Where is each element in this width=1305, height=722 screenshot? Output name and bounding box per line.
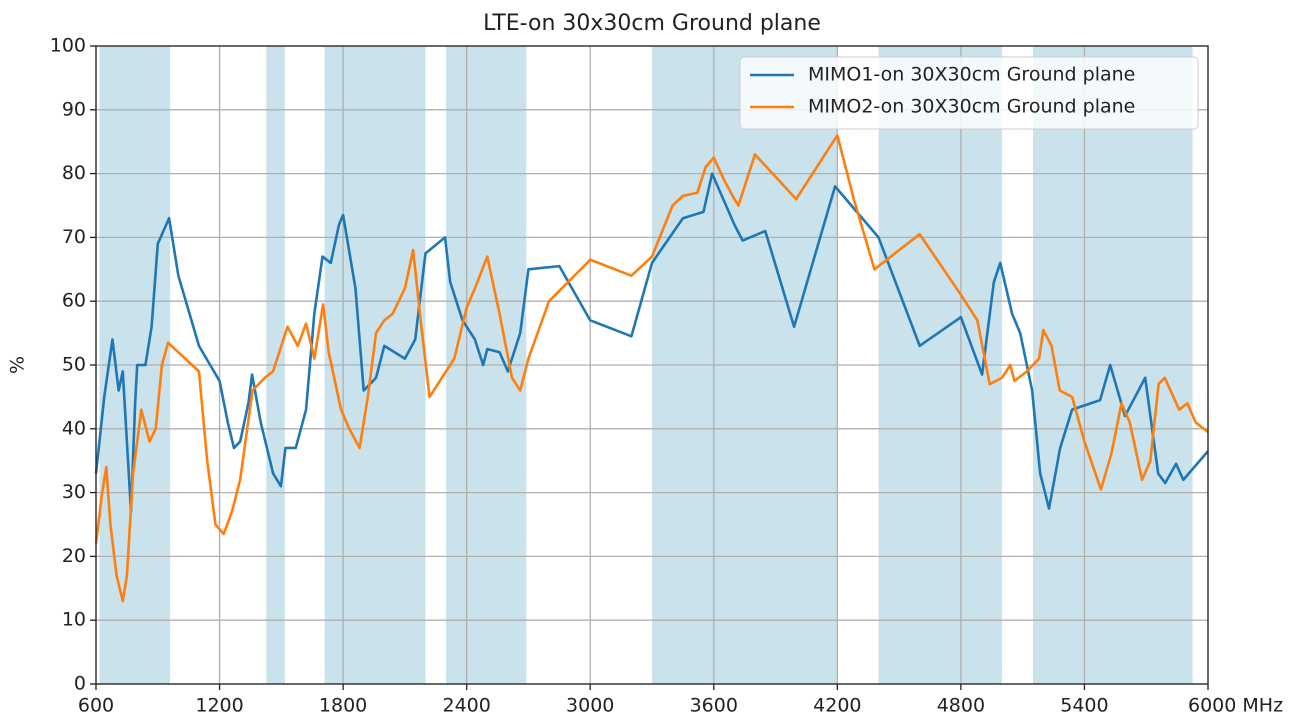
legend-label: MIMO1-on 30X30cm Ground plane	[808, 64, 1135, 86]
legend-label: MIMO2-on 30X30cm Ground plane	[808, 96, 1135, 118]
x-tick-label: 2400	[442, 695, 490, 717]
legend-box	[739, 56, 1199, 130]
y-axis-label: %	[7, 356, 29, 374]
series-line	[94, 134, 1209, 603]
y-tick-label: 20	[62, 545, 86, 567]
y-tick-label: 70	[62, 226, 86, 248]
y-tick-label: 0	[74, 673, 86, 695]
x-tick-label: 6000 MHz	[1188, 695, 1283, 717]
y-tick-label: 90	[62, 98, 86, 120]
x-tick-label: 1800	[319, 695, 367, 717]
x-tick-label: 4200	[813, 695, 861, 717]
x-tick-label: 5400	[1060, 695, 1108, 717]
y-tick-label: 100	[50, 35, 86, 57]
y-tick-label: 10	[62, 609, 86, 631]
x-tick-label: 600	[78, 695, 114, 717]
x-tick-label: 4800	[937, 695, 985, 717]
y-tick-label: 60	[62, 290, 86, 312]
labels: 600 1200 1800 2400 3000 3600 4200 4800 5400 6000 …	[50, 35, 1283, 717]
x-tick-label: 3000	[566, 695, 614, 717]
y-tick-label: 40	[62, 417, 86, 439]
lines	[94, 134, 1209, 603]
x-tick-label: 3600	[690, 695, 738, 717]
chart-title: LTE-on 30x30cm Ground plane	[483, 11, 821, 36]
y-tick-label: 30	[62, 481, 86, 503]
legend: MIMO1-on 30X30cm Ground plane MIMO2-on 30…	[739, 56, 1199, 130]
x-tick-label: 1200	[195, 695, 243, 717]
y-tick-label: 80	[62, 162, 86, 184]
y-tick-label: 50	[62, 354, 86, 376]
